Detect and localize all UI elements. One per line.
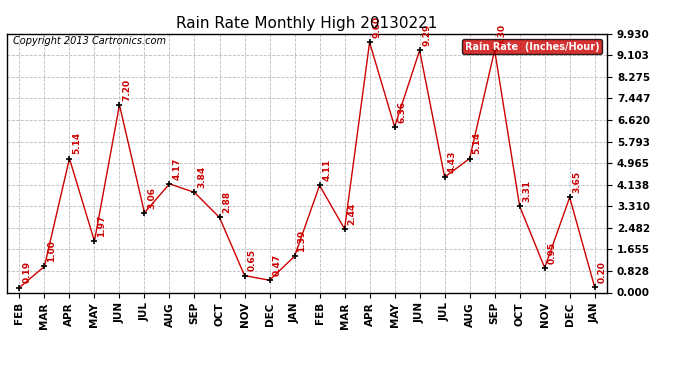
Text: 1.39: 1.39 <box>297 230 306 252</box>
Text: 4.43: 4.43 <box>447 150 456 173</box>
Text: 7.20: 7.20 <box>122 79 131 101</box>
Text: 2.88: 2.88 <box>222 191 231 213</box>
Text: 0.95: 0.95 <box>547 242 556 264</box>
Text: 3.06: 3.06 <box>147 187 156 209</box>
Text: 0.19: 0.19 <box>22 261 31 284</box>
Text: 6.36: 6.36 <box>397 100 406 123</box>
Text: 0.65: 0.65 <box>247 249 256 272</box>
Text: 3.65: 3.65 <box>573 171 582 193</box>
Text: 9.30: 9.30 <box>497 24 506 46</box>
Text: 3.84: 3.84 <box>197 166 206 188</box>
Text: 2.44: 2.44 <box>347 202 356 225</box>
Text: 4.11: 4.11 <box>322 159 331 181</box>
Text: 5.14: 5.14 <box>72 132 81 154</box>
Text: 1.97: 1.97 <box>97 214 106 237</box>
Text: 4.17: 4.17 <box>172 157 181 180</box>
Text: 5.14: 5.14 <box>473 132 482 154</box>
Text: 1.00: 1.00 <box>47 240 56 262</box>
Text: 0.47: 0.47 <box>273 254 282 276</box>
Title: Rain Rate Monthly High 20130221: Rain Rate Monthly High 20130221 <box>177 16 437 31</box>
Text: 3.31: 3.31 <box>522 180 531 202</box>
Legend: Rain Rate  (Inches/Hour): Rain Rate (Inches/Hour) <box>462 39 602 54</box>
Text: 9.60: 9.60 <box>373 16 382 38</box>
Text: 9.29: 9.29 <box>422 24 431 46</box>
Text: 0.20: 0.20 <box>598 261 607 283</box>
Text: Copyright 2013 Cartronics.com: Copyright 2013 Cartronics.com <box>13 36 166 46</box>
